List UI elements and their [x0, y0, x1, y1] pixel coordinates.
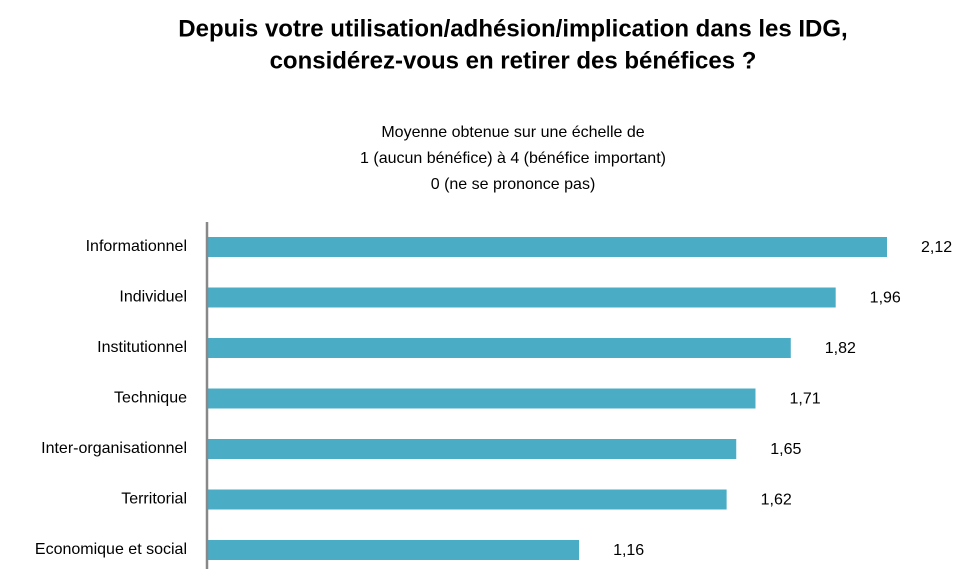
data-label: 1,16 — [613, 542, 644, 559]
chart-subtitle: 1 (aucun bénéfice) à 4 (bénéfice importa… — [360, 150, 666, 167]
data-label: 2,12 — [921, 239, 952, 256]
y-tick-label: Inter-organisationnel — [41, 440, 187, 457]
bar — [207, 388, 756, 409]
data-label: 1,82 — [825, 340, 856, 357]
chart-title: Depuis votre utilisation/adhésion/implic… — [178, 15, 847, 42]
y-tick-label: Institutionnel — [97, 339, 187, 356]
chart-subtitle: Moyenne obtenue sur une échelle de — [381, 124, 644, 141]
bar — [207, 439, 737, 459]
data-label: 1,65 — [770, 441, 801, 458]
y-tick-label: Informationnel — [86, 238, 187, 255]
chart-subtitle: 0 (ne se prononce pas) — [431, 176, 596, 193]
bar — [207, 338, 791, 358]
bar — [207, 287, 836, 308]
data-label: 1,71 — [789, 391, 820, 408]
y-tick-label: Economique et social — [35, 541, 187, 558]
data-label: 1,96 — [870, 290, 901, 307]
bar — [207, 489, 727, 510]
chart-title: considérez-vous en retirer des bénéfices… — [270, 47, 757, 74]
bar — [207, 237, 887, 257]
data-label: 1,62 — [761, 492, 792, 509]
y-tick-label: Technique — [114, 390, 187, 407]
bar — [207, 540, 580, 560]
y-tick-label: Territorial — [121, 491, 187, 508]
y-tick-label: Individuel — [119, 289, 187, 306]
